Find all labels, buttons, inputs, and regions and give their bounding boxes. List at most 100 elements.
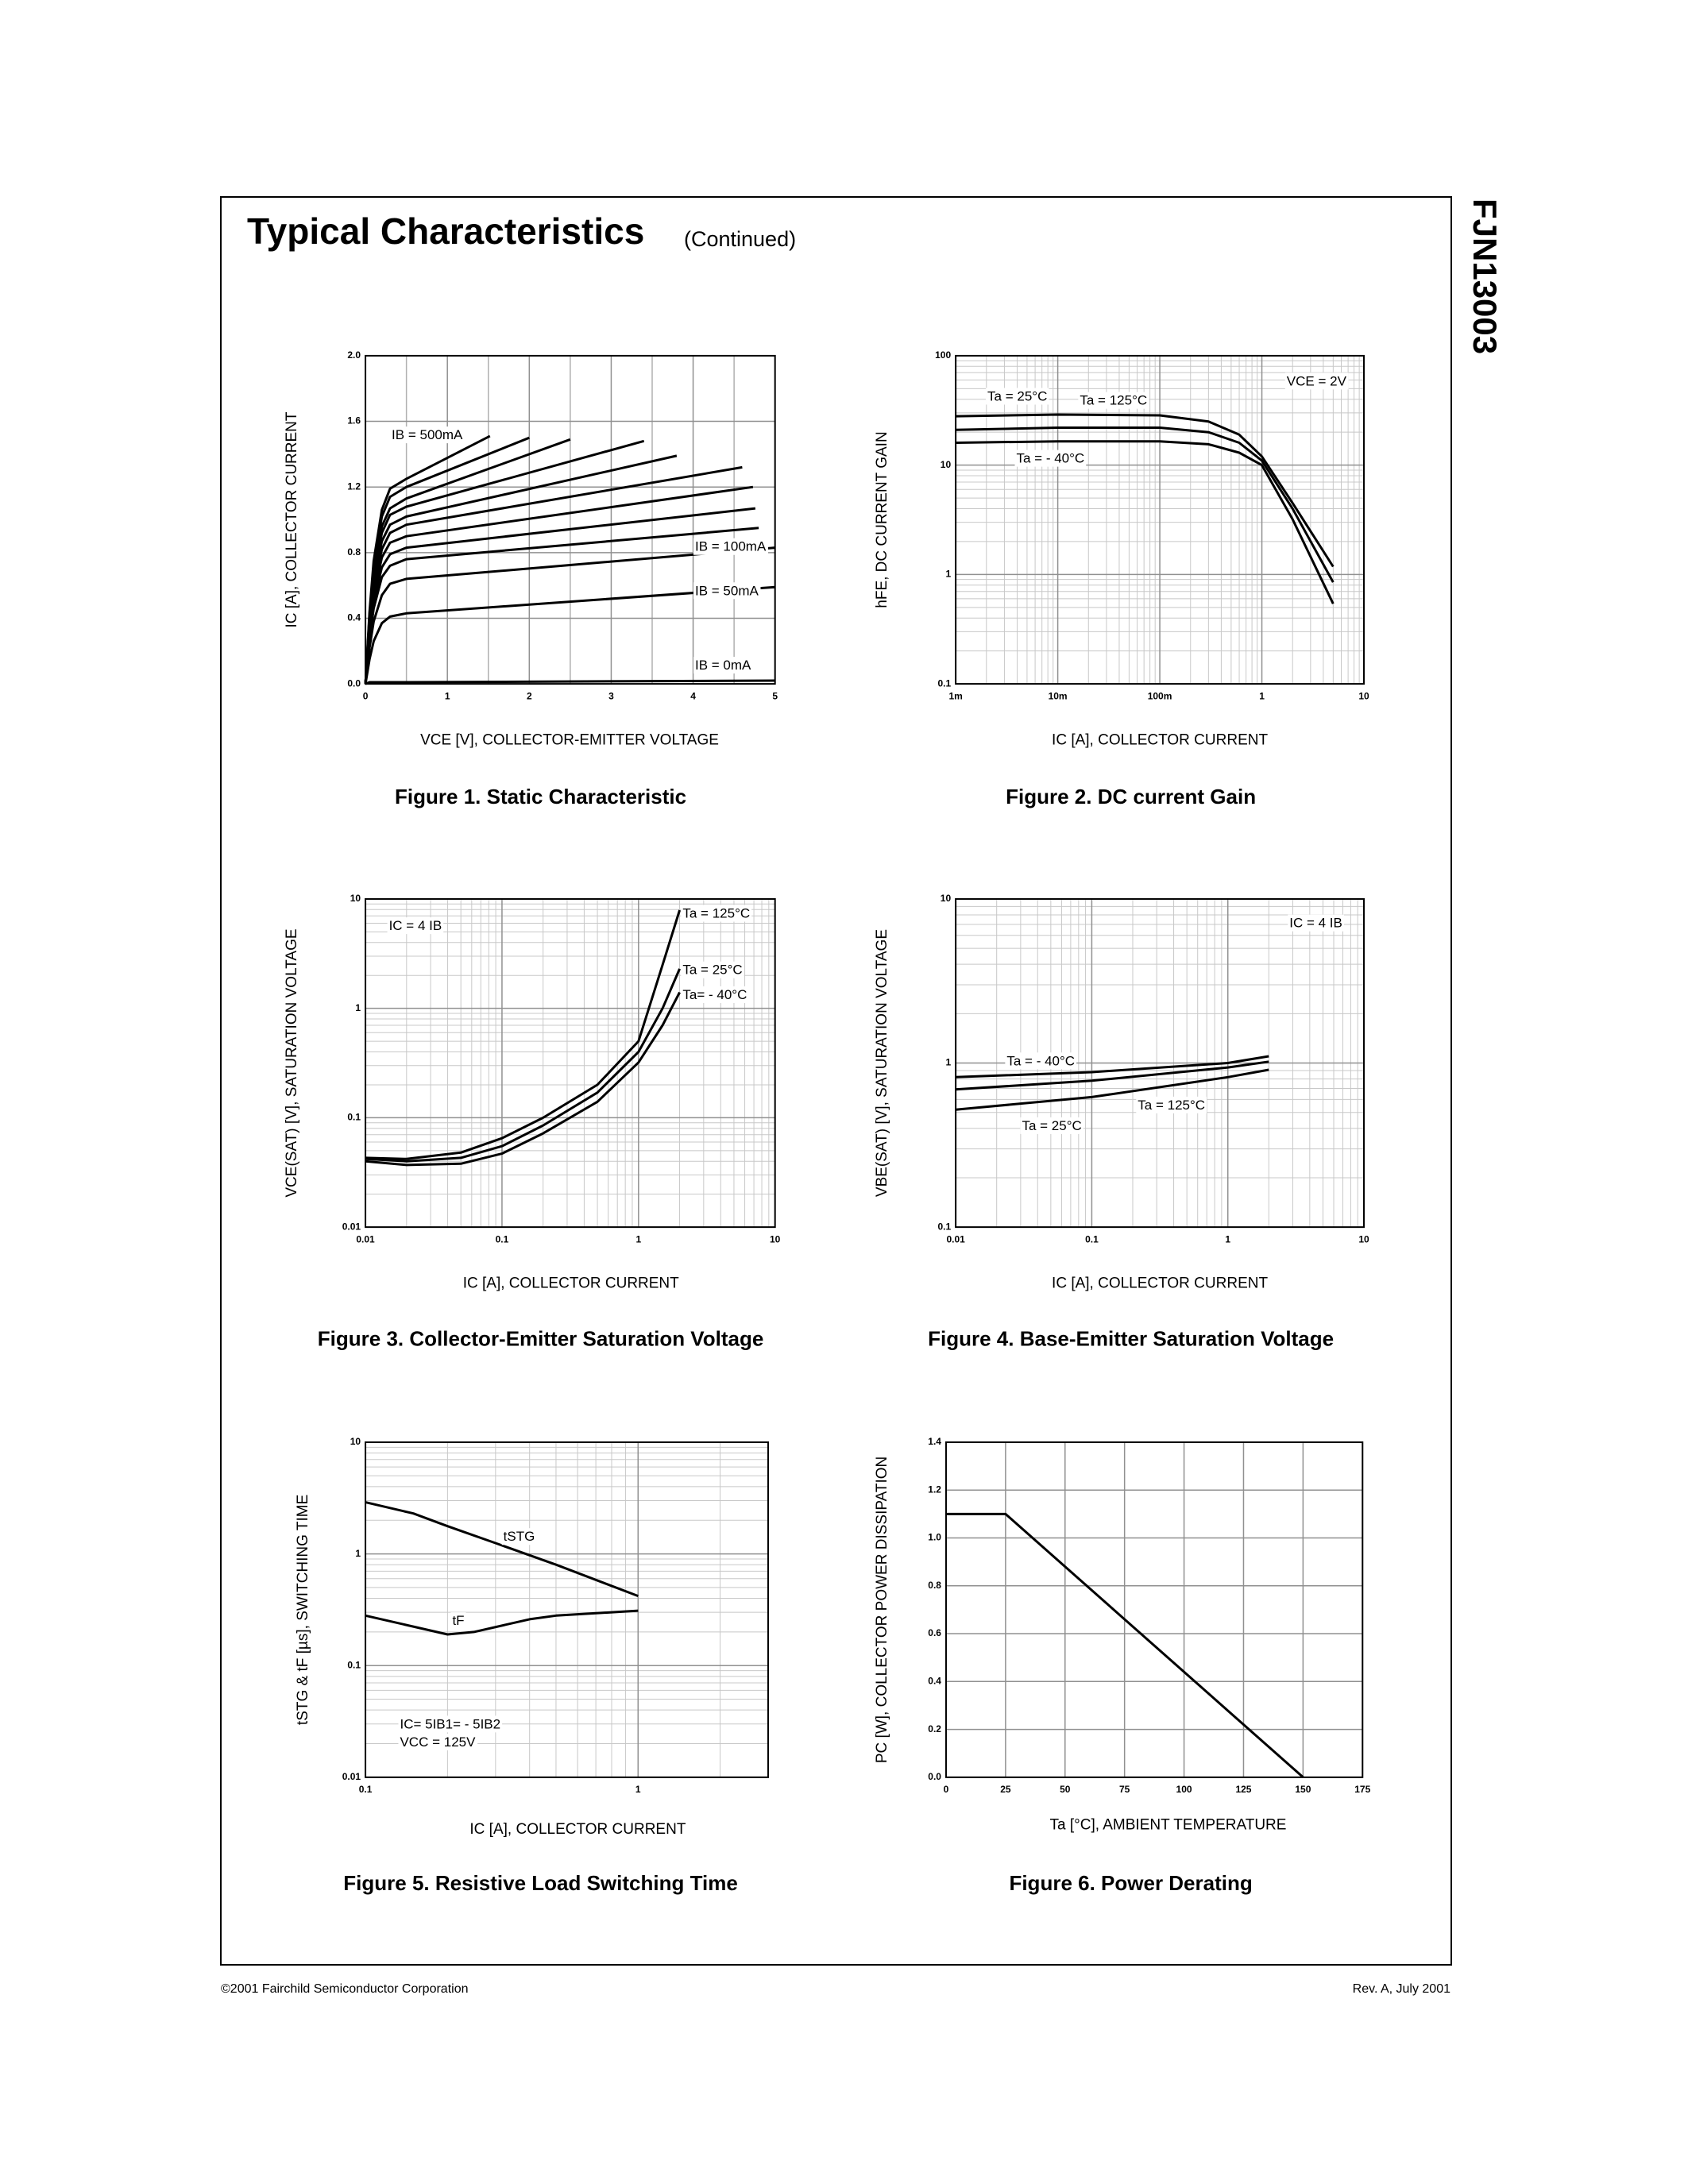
y-tick-label: 10 — [350, 893, 361, 904]
revision: Rev. A, July 2001 — [1353, 1982, 1450, 1996]
label-bg — [1284, 372, 1349, 390]
series-line — [364, 585, 775, 685]
series-line — [364, 438, 571, 685]
y-tick-label: 0.8 — [347, 546, 361, 558]
annotation: IC = 4 IB — [389, 918, 442, 933]
x-tick-label: 0.01 — [356, 1233, 375, 1244]
x-tick-label: 10 — [1358, 690, 1369, 701]
y-tick-label: 1 — [945, 569, 951, 580]
page-title: Typical Characteristics — [247, 210, 644, 252]
curve-label: Ta= - 40°C — [682, 987, 747, 1002]
y-tick-label: 100 — [935, 349, 951, 361]
series-line — [365, 1609, 639, 1636]
x-tick-label: 150 — [1295, 1784, 1311, 1795]
y-tick-label: 0.6 — [928, 1627, 941, 1638]
y-axis-label: PC [W], COLLECTOR POWER DISSIPATION — [874, 1457, 890, 1763]
x-tick-label: 3 — [608, 690, 614, 701]
y-tick-label: 1 — [355, 1548, 361, 1559]
plot-frame — [365, 354, 776, 685]
curve-label: IB = 0mA — [695, 658, 751, 673]
y-tick-label: 0.1 — [937, 677, 951, 689]
series-line — [364, 465, 743, 685]
y-tick-label: 0.0 — [928, 1771, 941, 1782]
label-bg — [1136, 1096, 1207, 1113]
x-tick-label: 1 — [635, 1233, 641, 1244]
series-line — [946, 1512, 1304, 1778]
y-tick-label: 1.4 — [928, 1436, 941, 1447]
label-bg — [398, 1733, 478, 1750]
series-line — [365, 909, 682, 1160]
x-tick-label: 75 — [1119, 1784, 1130, 1795]
series-line — [365, 991, 681, 1167]
y-tick-label: 0.8 — [928, 1580, 941, 1591]
x-tick-label: 5 — [772, 690, 778, 701]
figure-caption: Figure 3. Collector-Emitter Saturation V… — [318, 1326, 764, 1350]
curve-label: Ta = 25°C — [1022, 1118, 1081, 1133]
y-tick-label: 1.6 — [347, 415, 361, 426]
label-bg — [1288, 914, 1344, 932]
series-line — [955, 1068, 1269, 1111]
y-tick-label: 0.1 — [937, 1221, 951, 1232]
label-bg — [450, 1612, 466, 1630]
label-bg — [681, 905, 752, 922]
page-border — [220, 196, 1452, 1966]
curve-label: Ta = 25°C — [682, 963, 742, 978]
x-axis-label: IC [A], COLLECTOR CURRENT — [463, 1275, 679, 1291]
series-line — [364, 527, 759, 685]
x-tick-label: 10 — [1358, 1233, 1369, 1244]
curve-label: tSTG — [504, 1529, 535, 1544]
label-bg — [390, 426, 465, 444]
part-number: FJN13003 — [1466, 199, 1504, 354]
series-line — [956, 413, 1335, 568]
y-axis-label: tSTG & tF [µs], SWITCHING TIME — [295, 1495, 311, 1725]
series-line — [956, 1060, 1269, 1091]
x-tick-label: 0 — [944, 1784, 949, 1795]
y-tick-label: 10 — [941, 893, 952, 904]
x-axis-label: VCE [V], COLLECTOR-EMITTER VOLTAGE — [420, 731, 719, 748]
figure-caption: Figure 4. Base-Emitter Saturation Voltag… — [928, 1326, 1334, 1350]
y-tick-label: 2.0 — [347, 349, 361, 361]
plot-frame — [955, 354, 1365, 685]
x-axis-label: IC [A], COLLECTOR CURRENT — [1052, 731, 1268, 748]
y-axis-label: hFE, DC CURRENT GAIN — [874, 431, 890, 608]
label-bg — [501, 1528, 537, 1545]
label-bg — [693, 657, 754, 674]
y-axis-label: VBE(SAT) [V], SATURATION VOLTAGE — [874, 929, 890, 1197]
curve-label: Ta = - 40°C — [1017, 451, 1085, 466]
label-bg — [681, 986, 749, 1003]
curve-label: Ta = - 40°C — [1006, 1053, 1075, 1068]
y-axis-label: IC [A], COLLECTOR CURRENT — [284, 411, 300, 627]
page-subtitle: (Continued) — [684, 227, 796, 251]
y-tick-label: 0.0 — [347, 677, 361, 689]
series-line — [956, 440, 1335, 604]
x-tick-label: 0 — [363, 690, 369, 701]
y-tick-label: 0.4 — [928, 1675, 941, 1686]
x-tick-label: 1 — [1225, 1233, 1230, 1244]
curve-label: Ta = 125°C — [682, 906, 750, 921]
curve-label: IB = 100mA — [695, 539, 767, 554]
curve-label: IB = 500mA — [392, 427, 463, 442]
curve-label: IB = 50mA — [695, 583, 759, 598]
x-tick-label: 175 — [1354, 1784, 1370, 1795]
y-tick-label: 0.2 — [928, 1723, 941, 1734]
x-tick-label: 4 — [690, 690, 696, 701]
x-axis-label: IC [A], COLLECTOR CURRENT — [469, 1821, 686, 1838]
x-tick-label: 0.1 — [496, 1233, 509, 1244]
figure-caption: Figure 6. Power Derating — [1009, 1871, 1252, 1895]
x-tick-label: 100m — [1148, 690, 1172, 701]
x-tick-label: 25 — [1000, 1784, 1011, 1795]
x-tick-label: 1 — [1259, 690, 1265, 701]
x-tick-label: 50 — [1060, 1784, 1071, 1795]
x-tick-label: 0.01 — [946, 1233, 965, 1244]
curve-label: tF — [452, 1613, 464, 1628]
x-axis-label: IC [A], COLLECTOR CURRENT — [1052, 1275, 1268, 1291]
y-tick-label: 0.01 — [342, 1771, 361, 1782]
x-tick-label: 10m — [1049, 690, 1068, 701]
curve-label: Ta = 125°C — [1080, 393, 1147, 408]
series-line — [365, 1501, 639, 1598]
label-bg — [387, 917, 444, 935]
annotation: VCE = 2V — [1287, 373, 1347, 388]
label-bg — [1020, 1117, 1083, 1134]
